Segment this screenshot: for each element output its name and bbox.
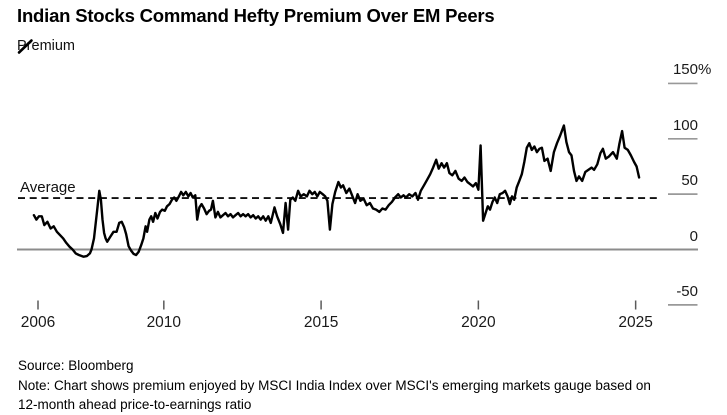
note-line-2: 12-month ahead price-to-earnings ratio	[18, 397, 252, 412]
legend: Premium	[17, 38, 75, 54]
chart-title: Indian Stocks Command Hefty Premium Over…	[17, 5, 495, 26]
average-line-label: Average	[20, 179, 76, 196]
x-axis-label: 2015	[303, 314, 339, 331]
x-axis-label: 2006	[20, 314, 56, 331]
note-line-1: Note: Chart shows premium enjoyed by MSC…	[18, 377, 651, 393]
chart-footnote: Source: Bloomberg Note: Chart shows prem…	[18, 356, 651, 415]
y-axis-label: 50	[681, 172, 698, 190]
y-axis-unit-suffix: %	[698, 61, 712, 79]
x-axis-label: 2025	[618, 314, 653, 331]
y-axis-label: 0	[689, 227, 698, 245]
diagonal-line-icon	[17, 39, 33, 54]
y-axis-label: 100	[672, 116, 698, 134]
x-axis-label: 2010	[146, 314, 182, 331]
x-axis-label: 2020	[461, 314, 496, 331]
y-axis-label: 150%	[672, 61, 712, 79]
premium-line-series	[32, 124, 641, 258]
source-line: Source: Bloomberg	[18, 358, 134, 373]
y-axis-label: -50	[676, 282, 698, 300]
